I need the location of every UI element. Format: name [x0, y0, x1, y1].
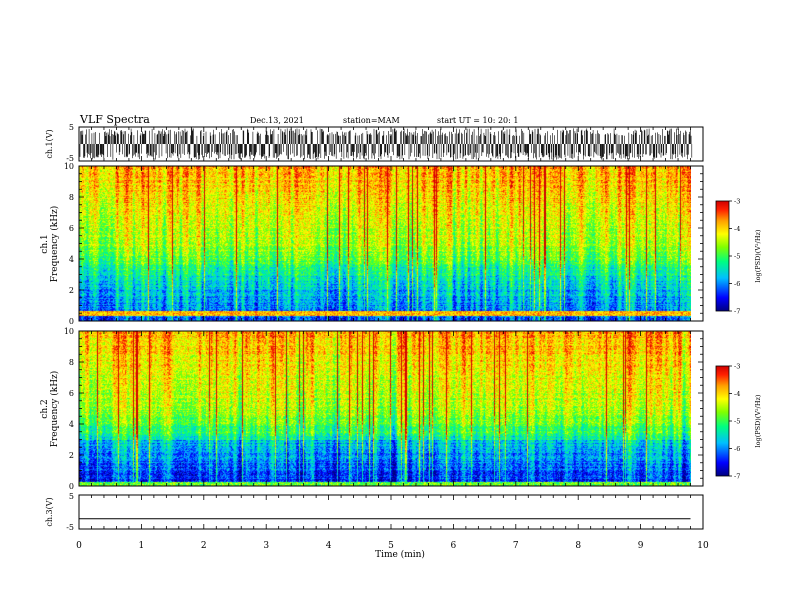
ch2-spectrogram-ylabel-frequency: Frequency (kHz) [49, 371, 60, 448]
ch1-waveform-panel: 5 -5 ch.1(V) [45, 123, 704, 163]
ch2-colorbar: -3 -4 -5 -6 -7 log(PSD)(V²/Hz) [715, 363, 762, 481]
x-tick-label: 10 [697, 541, 709, 551]
time-axis-tick-labels: 0 1 2 3 4 5 6 7 8 9 10 [76, 541, 709, 551]
ch2-colorbar-label: log(PSD)(V²/Hz) [754, 394, 762, 447]
colorbar-tick-label: -5 [734, 253, 740, 261]
x-tick-label: 6 [451, 541, 457, 551]
figure-title: VLF Spectra [79, 113, 150, 126]
time-axis-label: Time (min) [375, 549, 425, 560]
x-tick-label: 0 [76, 541, 82, 551]
x-tick-label: 8 [575, 541, 581, 551]
y-tick-label: 6 [69, 389, 74, 398]
time-axis-ticks [78, 127, 704, 529]
ch1-waveform-bursts [79, 128, 693, 160]
y-tick-label: 8 [69, 358, 74, 367]
y-tick-label: 6 [69, 224, 74, 233]
colorbar-tick-label: -4 [734, 225, 740, 233]
x-tick-label: 1 [139, 541, 145, 551]
colorbar-tick-label: -6 [734, 445, 740, 453]
x-tick-label: 2 [201, 541, 207, 551]
spectrogram-image [79, 331, 691, 486]
y-tick-label: 0 [69, 482, 74, 491]
ch1-spectrogram-ylabel-frequency: Frequency (kHz) [49, 206, 60, 283]
date-label: Dec.13, 2021 [250, 116, 304, 125]
y-tick-label: 10 [64, 327, 74, 336]
colorbar-tick-label: -6 [734, 280, 740, 288]
x-tick-label: 7 [513, 541, 519, 551]
x-tick-label: 4 [326, 541, 332, 551]
ch3-ytick-top: 5 [69, 492, 74, 501]
ch2-spectrogram-ylabel-channel: ch.2 [40, 399, 50, 418]
spectrogram-image [79, 166, 691, 321]
start-time-label: start UT = 10: 20: 1 [437, 116, 518, 125]
ch1-waveform-ylabel: ch.1(V) [45, 129, 54, 158]
y-tick-label: 10 [64, 162, 74, 171]
ch3-waveform-panel: 5 -5 ch.3(V) [45, 492, 704, 532]
colorbar-tick-label: -3 [734, 363, 740, 371]
station-label: station=MAM [343, 116, 400, 125]
colorbar-tick-label: -5 [734, 418, 740, 426]
colorbar-tick-label: -3 [734, 198, 740, 206]
colorbar-tick-label: -7 [734, 308, 740, 316]
x-tick-label: 5 [388, 541, 394, 551]
ch3-ytick-bottom: -5 [66, 523, 74, 532]
y-tick-label: 8 [69, 193, 74, 202]
x-tick-label: 9 [638, 541, 644, 551]
x-tick-label: 3 [263, 541, 269, 551]
y-tick-label: 4 [69, 255, 74, 264]
ch1-colorbar: -3 -4 -5 -6 -7 log(PSD)(V²/Hz) [715, 198, 762, 316]
y-tick-label: 4 [69, 420, 74, 429]
ch1-colorbar-label: log(PSD)(V²/Hz) [754, 229, 762, 282]
ch1-waveform-trace [79, 128, 693, 160]
ch3-waveform-ylabel: ch.3(V) [45, 497, 54, 526]
ch1-spectrogram-ylabel-channel: ch.1 [40, 234, 50, 253]
colorbar-tick-label: -7 [734, 473, 740, 481]
ch1-spectrogram-panel: 0 2 4 6 8 10 ch.1 Frequency (kHz) [40, 162, 704, 326]
ch2-spectrogram-panel: 0 2 4 6 8 10 ch.2 Frequency (kHz) [40, 327, 704, 491]
y-tick-label: 0 [69, 317, 74, 326]
ch1-ytick-top: 5 [69, 123, 74, 132]
y-tick-label: 2 [69, 451, 74, 460]
colorbar-tick-label: -4 [734, 390, 740, 398]
y-tick-label: 2 [69, 286, 74, 295]
ch1-ytick-bottom: -5 [66, 154, 74, 163]
